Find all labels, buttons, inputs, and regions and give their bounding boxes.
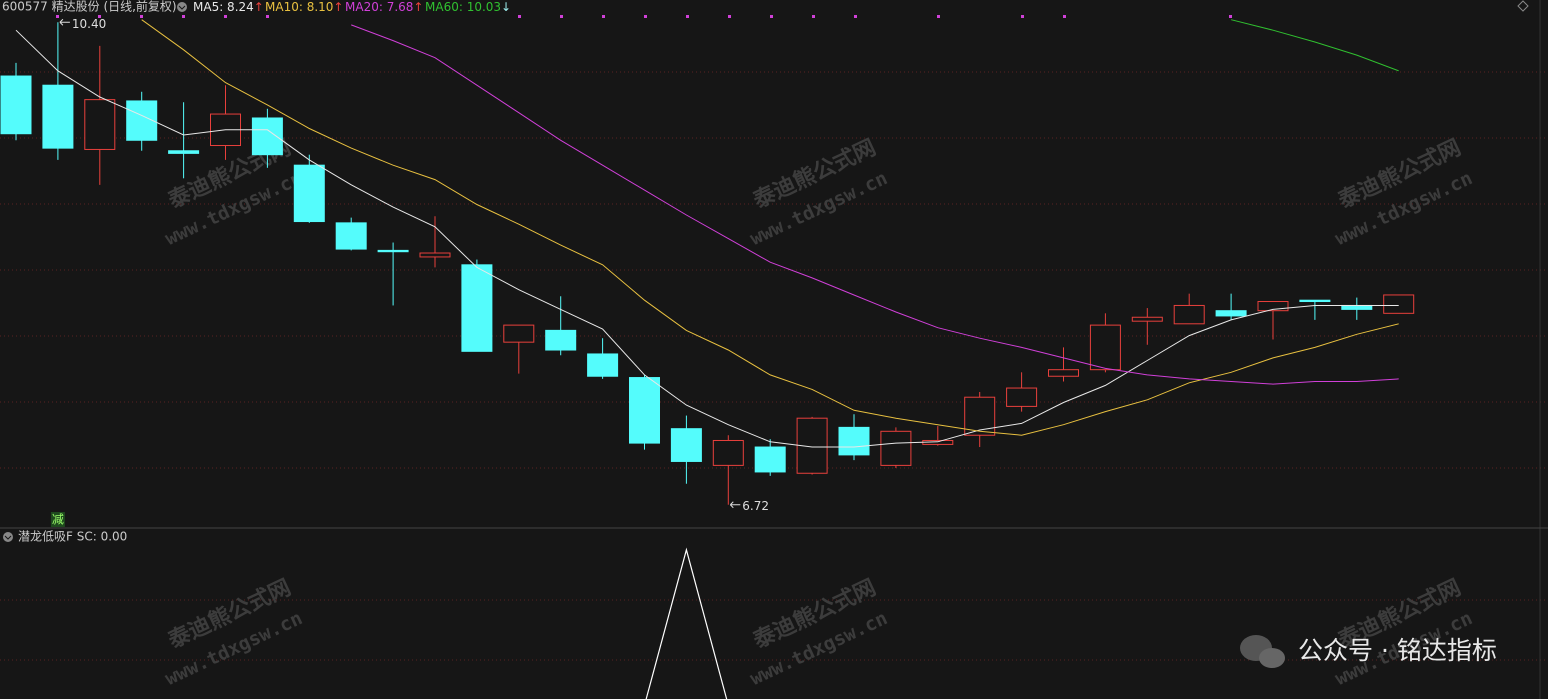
candle-body [629,377,660,444]
candle-body [84,99,116,150]
indicator-line [645,547,728,699]
candle-body [503,324,535,343]
ma-line [351,24,1399,385]
signal-dots [56,15,1232,18]
brand: 公众号 · 铭达指标 [1298,636,1497,665]
legend-entry: MA20: 7.68↑ [345,0,423,14]
ma-line [1230,19,1399,72]
menu-chevron [4,535,12,540]
legend-label: MA10: 8.10 [265,0,333,14]
candle-body [377,249,409,253]
chart-title: 600577 精达股份 (日线,前复权) [2,0,177,14]
diamond-icon[interactable] [1517,0,1529,12]
menu-chevron [178,5,186,10]
candle-body [461,264,493,352]
signal-box [50,512,65,527]
candle-body [1257,301,1289,312]
candle-body [796,417,828,474]
menu-icon[interactable] [177,2,187,12]
candle-body [1131,316,1163,322]
candle-body [0,75,32,135]
annotation-label: 6.72 [742,499,769,513]
legend-arrow: ↓ [501,0,511,14]
legend-label: MA5: 8.24 [193,0,254,14]
candle-body [1048,369,1079,377]
candle-body [712,439,744,466]
candle-body [1215,310,1247,317]
candle-body [251,117,283,156]
candle-body [419,252,451,258]
legend-entry: MA60: 10.03↓ [425,0,511,14]
candle-body [1299,299,1331,303]
legend-entry: MA5: 8.24↑ [193,0,264,14]
candle-body [335,222,367,250]
candle-body [1173,304,1205,325]
legend-entry: MA10: 8.10↑ [265,0,343,14]
legend-label: MA20: 7.68 [345,0,413,14]
signal-label: 减 [52,513,64,527]
candle-body [880,430,912,466]
candle-body [1006,387,1038,407]
candle-body [168,150,200,154]
indicator-panel [645,547,728,699]
candle-body [545,329,577,351]
ma-line [15,29,1399,448]
candle-body [754,446,786,473]
legend-arrow: ↑ [254,0,264,14]
legend-arrow: ↑ [333,0,343,14]
indicator-title: 潜龙低吸F SC: 0.00 [18,530,127,544]
annotation-arrow [729,501,741,509]
candle-body [1383,294,1415,314]
annotation-label: 10.40 [72,17,106,31]
candle-body [838,426,870,456]
candle-body [1089,324,1121,371]
menu-icon[interactable] [3,532,13,542]
candle-body [42,84,74,149]
labels: MA5: 8.24↑ MA10: 8.10↑ MA20: 7.68↑ MA60: 10… [50,0,769,527]
candle-body [587,353,619,377]
candle-body [1341,304,1373,310]
ma-line [141,19,1399,436]
legend-label: MA60: 10.03 [425,0,501,14]
candle-body [293,164,325,223]
price-panel [0,19,1415,505]
annotation-arrow [59,18,70,26]
wechat-icon [1240,635,1285,668]
candle-body [670,428,702,462]
legend-arrow: ↑ [413,0,423,14]
